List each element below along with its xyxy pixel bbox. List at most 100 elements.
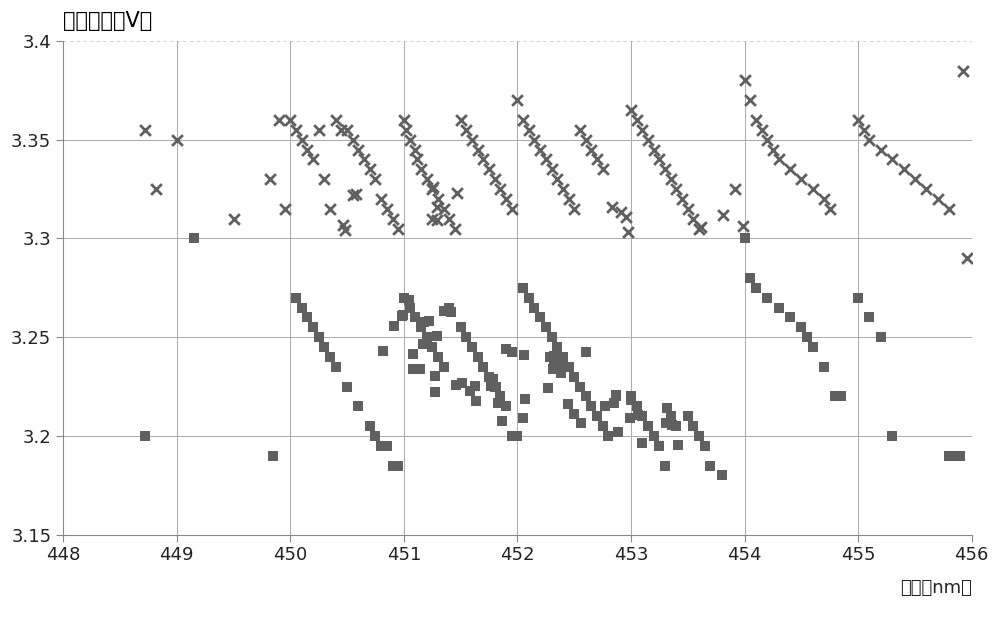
- Point: [430, 194, 446, 204]
- Point: [816, 362, 832, 372]
- Point: [169, 135, 185, 145]
- Point: [485, 374, 501, 384]
- Point: [468, 396, 484, 405]
- Point: [453, 322, 469, 332]
- Point: [651, 155, 667, 165]
- Point: [544, 165, 560, 175]
- Point: [816, 194, 832, 204]
- Point: [538, 322, 554, 332]
- Point: [658, 418, 674, 428]
- Point: [448, 380, 464, 390]
- Point: [294, 303, 310, 313]
- Point: [498, 194, 514, 204]
- Point: [299, 145, 315, 155]
- Point: [622, 413, 638, 423]
- Point: [487, 175, 503, 184]
- Point: [311, 332, 327, 342]
- Point: [470, 145, 486, 155]
- Point: [748, 115, 764, 125]
- Point: [737, 233, 753, 243]
- Point: [421, 316, 437, 326]
- Point: [771, 303, 787, 313]
- Point: [402, 135, 418, 145]
- Point: [394, 311, 410, 321]
- Point: [498, 344, 514, 354]
- Point: [663, 411, 679, 421]
- Point: [566, 371, 582, 381]
- Point: [555, 352, 571, 362]
- Point: [425, 182, 441, 192]
- Point: [668, 184, 684, 194]
- Point: [896, 165, 912, 175]
- Point: [613, 207, 629, 217]
- Point: [419, 175, 435, 184]
- Point: [691, 223, 707, 233]
- Point: [398, 125, 414, 135]
- Point: [390, 461, 406, 470]
- Point: [850, 293, 866, 303]
- Point: [386, 321, 402, 331]
- Point: [782, 165, 798, 175]
- Point: [504, 431, 520, 441]
- Point: [659, 403, 675, 413]
- Point: [542, 352, 558, 362]
- Point: [322, 352, 338, 362]
- Point: [492, 184, 508, 194]
- Point: [670, 441, 686, 451]
- Point: [572, 381, 588, 391]
- Point: [322, 204, 338, 214]
- Point: [549, 342, 565, 352]
- Point: [668, 421, 684, 431]
- Point: [464, 342, 480, 352]
- Point: [629, 115, 645, 125]
- Point: [833, 391, 849, 401]
- Point: [861, 313, 877, 322]
- Point: [610, 428, 626, 438]
- Point: [429, 215, 445, 225]
- Point: [583, 145, 599, 155]
- Point: [492, 391, 508, 401]
- Point: [430, 352, 446, 362]
- Point: [827, 391, 843, 401]
- Point: [282, 115, 298, 125]
- Point: [702, 461, 718, 470]
- Point: [572, 125, 588, 135]
- Point: [566, 409, 582, 419]
- Point: [578, 135, 594, 145]
- Point: [646, 431, 662, 441]
- Point: [532, 145, 548, 155]
- Point: [516, 350, 532, 360]
- Point: [521, 125, 537, 135]
- Point: [545, 365, 561, 374]
- Point: [526, 135, 542, 145]
- Point: [600, 431, 616, 441]
- Point: [402, 303, 418, 313]
- Point: [407, 313, 423, 322]
- Point: [475, 362, 491, 372]
- Point: [395, 310, 411, 320]
- Point: [356, 155, 372, 165]
- Point: [509, 95, 525, 105]
- Point: [793, 175, 809, 184]
- Point: [137, 431, 153, 441]
- Point: [316, 342, 332, 352]
- Point: [436, 306, 452, 316]
- Point: [540, 384, 556, 394]
- Point: [413, 165, 429, 175]
- Point: [373, 441, 389, 451]
- Point: [521, 293, 537, 303]
- Point: [561, 362, 577, 372]
- Point: [630, 410, 646, 420]
- Point: [405, 364, 421, 374]
- Point: [345, 135, 361, 145]
- Point: [595, 421, 611, 431]
- Point: [532, 313, 548, 322]
- Point: [294, 135, 310, 145]
- Point: [629, 401, 645, 411]
- Point: [427, 387, 443, 397]
- Point: [805, 342, 821, 352]
- Point: [573, 418, 589, 428]
- Point: [416, 317, 432, 327]
- Text: 波长（nm）: 波长（nm）: [900, 579, 972, 597]
- Point: [651, 441, 667, 451]
